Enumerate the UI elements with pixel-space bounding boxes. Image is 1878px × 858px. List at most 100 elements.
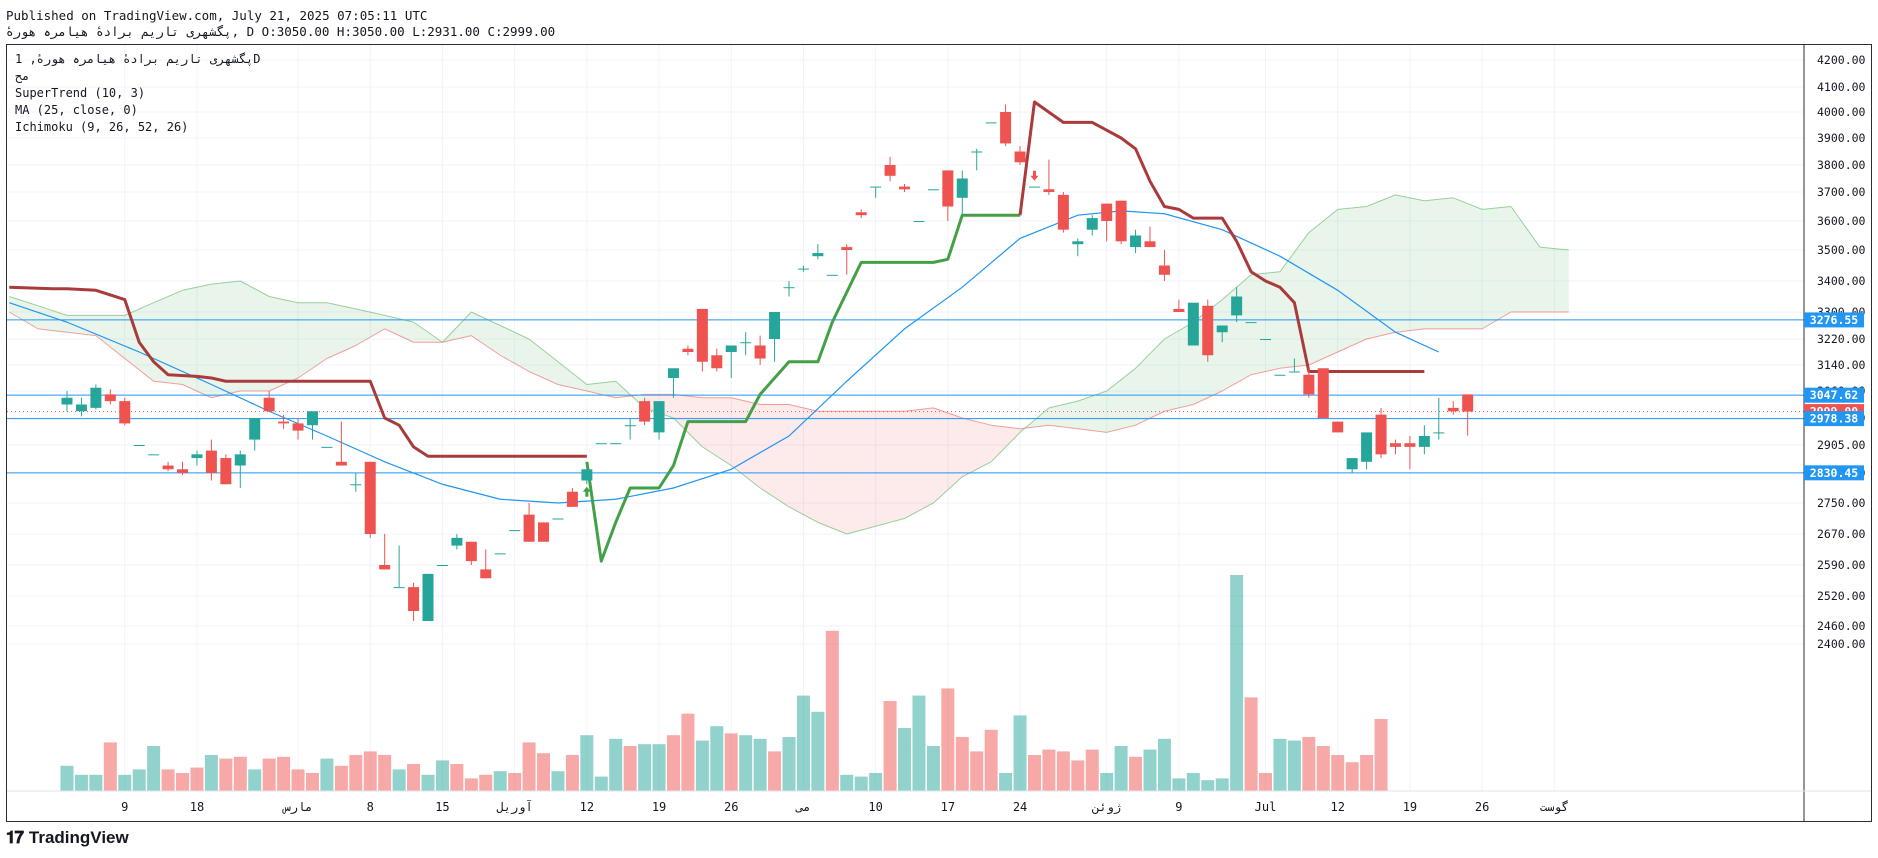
y-tick-label: 2905.00 [1817, 438, 1866, 452]
ichimoku-span-a [471, 311, 501, 326]
ichimoku-span-b [1048, 424, 1078, 430]
supertrend-line-down [1018, 100, 1425, 373]
volume-bar [1129, 756, 1143, 791]
candle-body [826, 274, 838, 276]
ichimoku-span-a [1077, 390, 1107, 402]
ichimoku-cloud-segment [355, 308, 385, 346]
ichimoku-cloud-segment [760, 404, 789, 507]
volume-bar [681, 713, 695, 791]
candle-body [682, 348, 694, 352]
x-tick-label: 18 [190, 800, 204, 814]
price-axis[interactable]: 2400.00 2460.00 2520.00 2590.00 2670.00 2750.… [1817, 53, 1866, 651]
volume-bar [840, 774, 854, 791]
time-axis[interactable]: 9 18 مارس 8 15 آوریل 12 19 26 می 10 17 24 ژوئن 9 Jul 12 1… [121, 799, 1569, 815]
volume-bar [233, 756, 247, 791]
ichimoku-cloud-segment [1539, 247, 1569, 312]
candle-body [379, 565, 391, 570]
candle-body [263, 397, 275, 412]
candle-body [1231, 296, 1243, 316]
legend-supertrend[interactable]: SuperTrend (10, 3) [15, 86, 145, 100]
volume-bar [825, 630, 839, 791]
y-tick-label: 3900.00 [1817, 131, 1866, 145]
ichimoku-span-a [153, 289, 183, 304]
ichimoku-cloud-segment [962, 418, 992, 477]
candle-body [913, 221, 925, 222]
y-tick-label: 2400.00 [1817, 637, 1866, 651]
ichimoku-span-a [759, 487, 790, 508]
ichimoku-span-a [1308, 209, 1339, 233]
ichimoku-cloud-segment [1337, 206, 1367, 352]
candle-body [133, 445, 145, 446]
price-label: 2830.45 [1810, 466, 1859, 480]
candle-body [191, 454, 203, 459]
ichimoku-cloud-segment [875, 411, 905, 527]
candle-body [971, 151, 983, 153]
legend-ma[interactable]: MA (25, close, 0) [15, 103, 138, 117]
ichimoku-span-a [557, 361, 588, 385]
price-chart[interactable]: 2400.00 2460.00 2520.00 2590.00 2670.00 2750.… [7, 45, 1871, 821]
candle-body [1130, 235, 1142, 248]
volume-bar [363, 751, 377, 791]
ichimoku-span-a [586, 380, 616, 385]
ichimoku-cloud-segment [211, 281, 241, 398]
legend-ichimoku[interactable]: Ichimoku (9, 26, 52, 26) [15, 120, 188, 134]
ichimoku-span-a [182, 283, 212, 291]
chart-panel[interactable]: 2400.00 2460.00 2520.00 2590.00 2670.00 2750.… [6, 44, 1872, 822]
supertrend-line-up [585, 213, 1021, 563]
candle-body [566, 491, 578, 507]
volume-bar [609, 738, 623, 791]
volume-bar [450, 764, 464, 791]
price-label-box [1804, 411, 1864, 427]
ichimoku-cloud-segment [1164, 322, 1194, 412]
candle-body [538, 522, 550, 542]
ichimoku-span-b [962, 417, 992, 426]
ichimoku-span-b [384, 328, 414, 343]
y-tick-label: 3500.00 [1817, 243, 1866, 257]
volume-bar [479, 774, 493, 791]
ichimoku-span-a [990, 432, 1021, 463]
volume-bar [768, 751, 782, 791]
price-label-box [1804, 465, 1864, 481]
x-tick-label: گوست [1540, 800, 1569, 815]
candle-body [1187, 302, 1199, 346]
ichimoku-cloud-segment [500, 325, 530, 372]
candle-body [1028, 186, 1040, 188]
volume-bar [89, 774, 103, 791]
volume-bar [739, 735, 753, 791]
ichimoku-span-a [1337, 206, 1367, 210]
y-tick-label: 4100.00 [1817, 80, 1866, 94]
ichimoku-cloud-segment [1251, 271, 1280, 375]
volume-bar [1172, 778, 1186, 791]
volume-bar [204, 755, 218, 791]
volume-bar [464, 778, 478, 791]
ichimoku-span-a [817, 521, 847, 535]
ichimoku-cloud-segment [1222, 274, 1252, 391]
ichimoku-span-a [1424, 197, 1454, 202]
ichimoku-span-b [1221, 374, 1252, 392]
volume-bar [392, 769, 406, 791]
candle-body [841, 247, 853, 250]
ichimoku-span-a [240, 280, 270, 297]
ichimoku-span-b [1337, 338, 1367, 353]
candle-body [162, 465, 174, 470]
x-tick-label: می [795, 800, 810, 814]
candle-body [1173, 308, 1185, 312]
candle-body [653, 401, 665, 433]
candle-body [408, 587, 420, 611]
ichimoku-span-b [1308, 351, 1338, 366]
price-label: 2978.38 [1810, 412, 1859, 426]
candle-body [1433, 432, 1445, 434]
candle-body [942, 170, 954, 207]
ichimoku-span-a [1366, 194, 1396, 207]
candle-body [552, 518, 564, 520]
ichimoku-cloud-segment [95, 315, 125, 359]
ichimoku-span-a [1106, 367, 1136, 392]
ichimoku-span-a [1279, 232, 1310, 272]
candle-body [1245, 322, 1257, 324]
candle-body [306, 411, 318, 426]
ichimoku-cloud-segment [1048, 401, 1078, 429]
ichimoku-span-b [38, 328, 68, 333]
ichimoku-span-b [991, 424, 1021, 430]
legend-subtitle: مح [15, 69, 29, 83]
ichimoku-span-a [1135, 338, 1165, 369]
